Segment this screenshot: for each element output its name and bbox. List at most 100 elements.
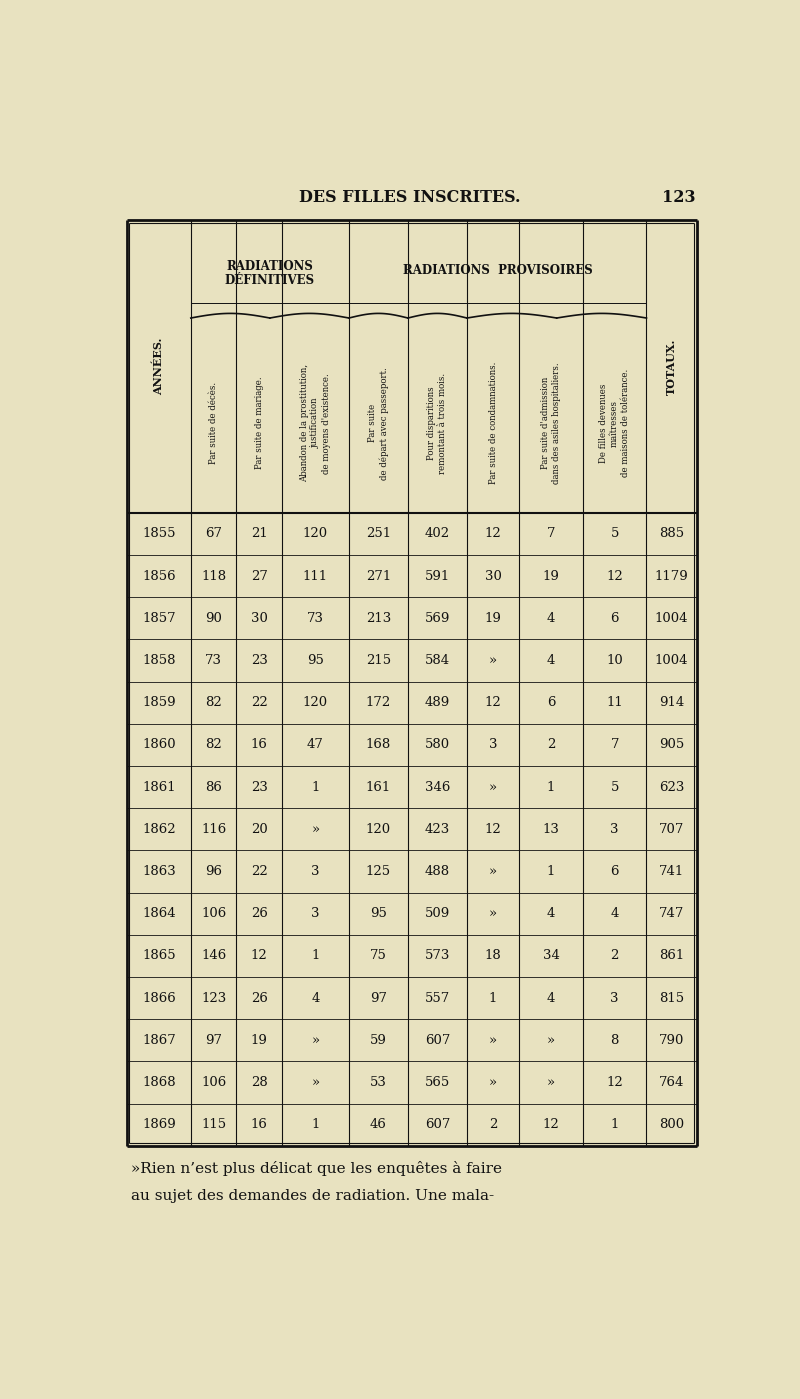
Text: 1857: 1857 [142,611,176,625]
Text: 1004: 1004 [655,611,688,625]
Text: 4: 4 [547,611,555,625]
Text: 28: 28 [250,1076,267,1088]
Text: Pour disparitions
remontant à trois mois.: Pour disparitions remontant à trois mois… [427,372,447,474]
Text: ANNÉES.: ANNÉES. [154,337,165,396]
Text: 6: 6 [546,697,555,709]
Text: 6: 6 [610,865,619,879]
Text: 1855: 1855 [142,527,176,540]
Text: 1866: 1866 [142,992,176,1004]
Text: »: » [311,1076,319,1088]
Text: 1: 1 [311,1118,320,1132]
Text: 5: 5 [610,781,619,793]
Text: 120: 120 [303,527,328,540]
Text: »Rien n’est plus délicat que les enquêtes à faire: »Rien n’est plus délicat que les enquête… [131,1161,502,1177]
Text: 4: 4 [610,907,619,921]
Text: 569: 569 [425,611,450,625]
Text: 1862: 1862 [142,823,176,835]
Text: 21: 21 [250,527,267,540]
Text: 123: 123 [201,992,226,1004]
Text: 1863: 1863 [142,865,176,879]
Text: 1858: 1858 [142,653,176,667]
Text: TOTAUX.: TOTAUX. [666,339,677,395]
Text: au sujet des demandes de radiation. Une mala-: au sujet des demandes de radiation. Une … [131,1189,494,1203]
Text: 509: 509 [425,907,450,921]
Text: 4: 4 [311,992,320,1004]
Text: 47: 47 [307,739,324,751]
Text: 12: 12 [606,1076,623,1088]
Text: 1860: 1860 [142,739,176,751]
Text: 6: 6 [610,611,619,625]
Text: 607: 607 [425,1118,450,1132]
Text: 82: 82 [205,697,222,709]
Text: 1: 1 [610,1118,619,1132]
Text: 12: 12 [542,1118,559,1132]
Text: 1864: 1864 [142,907,176,921]
Text: 8: 8 [610,1034,619,1046]
Text: De filles devenues
maîtresses
de maisons de tolérance.: De filles devenues maîtresses de maisons… [599,369,630,477]
Text: 118: 118 [201,569,226,582]
Text: 346: 346 [425,781,450,793]
Text: 271: 271 [366,569,391,582]
Text: 5: 5 [610,527,619,540]
Text: 12: 12 [485,527,502,540]
Text: 251: 251 [366,527,391,540]
Text: 12: 12 [485,823,502,835]
Text: »: » [311,1034,319,1046]
Text: 67: 67 [205,527,222,540]
Text: 213: 213 [366,611,391,625]
Text: »: » [489,1076,497,1088]
Text: 565: 565 [425,1076,450,1088]
Text: 19: 19 [485,611,502,625]
Text: 488: 488 [425,865,450,879]
Text: 2: 2 [547,739,555,751]
Text: 1868: 1868 [142,1076,176,1088]
Text: 1859: 1859 [142,697,176,709]
Text: 95: 95 [307,653,324,667]
Text: 402: 402 [425,527,450,540]
Text: 7: 7 [610,739,619,751]
Text: 790: 790 [659,1034,684,1046]
Text: 20: 20 [250,823,267,835]
Text: 2: 2 [610,950,619,963]
Text: 19: 19 [250,1034,267,1046]
Text: »: » [489,653,497,667]
Text: 1865: 1865 [142,950,176,963]
Text: 1867: 1867 [142,1034,176,1046]
Text: 86: 86 [205,781,222,793]
Text: 16: 16 [250,739,267,751]
Text: 573: 573 [425,950,450,963]
Text: 73: 73 [205,653,222,667]
Text: 1004: 1004 [655,653,688,667]
Text: 1: 1 [311,950,320,963]
Text: 73: 73 [307,611,324,625]
Text: 1861: 1861 [142,781,176,793]
Text: »: » [489,1034,497,1046]
Text: 16: 16 [250,1118,267,1132]
Text: 3: 3 [311,865,320,879]
Text: 146: 146 [201,950,226,963]
Text: 46: 46 [370,1118,387,1132]
Text: 75: 75 [370,950,387,963]
Text: 885: 885 [659,527,684,540]
Text: 747: 747 [659,907,684,921]
Text: 623: 623 [659,781,684,793]
Text: 914: 914 [659,697,684,709]
Text: 168: 168 [366,739,391,751]
Text: 172: 172 [366,697,391,709]
Text: 95: 95 [370,907,387,921]
Text: 13: 13 [542,823,559,835]
Text: 19: 19 [542,569,559,582]
Text: 591: 591 [425,569,450,582]
Text: 116: 116 [201,823,226,835]
Text: 59: 59 [370,1034,387,1046]
Text: 3: 3 [610,992,619,1004]
Text: 120: 120 [366,823,391,835]
Text: 22: 22 [250,865,267,879]
Text: Par suite
de départ avec passeport.: Par suite de départ avec passeport. [368,367,389,480]
Text: 741: 741 [659,865,684,879]
Text: Par suite d'admission
dans des asiles hospitaliers.: Par suite d'admission dans des asiles ho… [541,362,561,484]
Text: DÉFINITIVES: DÉFINITIVES [225,274,315,287]
Text: »: » [547,1034,555,1046]
Text: 215: 215 [366,653,391,667]
Text: 800: 800 [659,1118,684,1132]
